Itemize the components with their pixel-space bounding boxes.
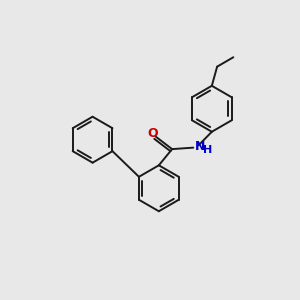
Text: N: N [195, 140, 205, 153]
Text: O: O [147, 127, 158, 140]
Text: H: H [203, 145, 212, 155]
